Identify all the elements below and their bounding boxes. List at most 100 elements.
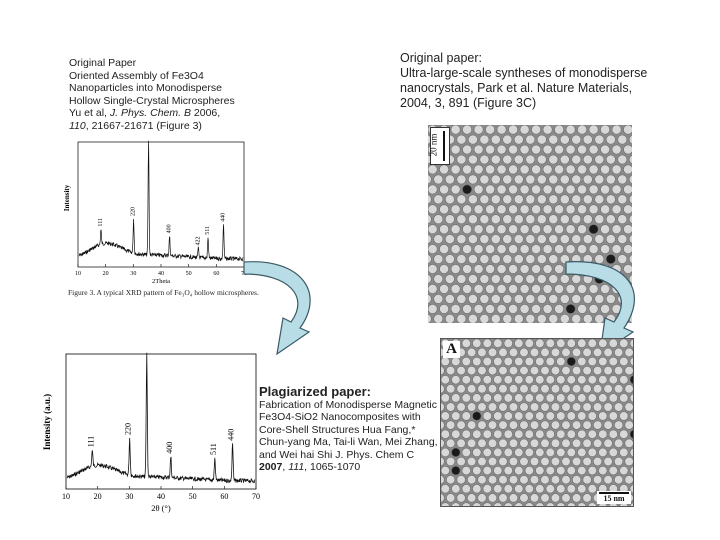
peak-label: 511 bbox=[209, 443, 218, 455]
nanoparticle bbox=[577, 339, 587, 348]
x-tick-label: 10 bbox=[62, 492, 70, 501]
nanoparticle bbox=[629, 375, 633, 385]
nanoparticle bbox=[593, 402, 603, 412]
nanoparticle bbox=[493, 339, 503, 348]
nanoparticle bbox=[571, 174, 582, 185]
nanoparticle bbox=[428, 234, 432, 244]
nanoparticle bbox=[473, 164, 484, 175]
nanoparticle bbox=[545, 393, 555, 403]
nanoparticle bbox=[451, 411, 461, 421]
nanoparticle bbox=[566, 466, 576, 476]
nanoparticle bbox=[561, 438, 571, 448]
nanoparticle bbox=[490, 274, 501, 284]
nanoparticle bbox=[525, 134, 536, 145]
nanoparticle bbox=[441, 384, 445, 394]
nanoparticle bbox=[566, 339, 576, 348]
nanoparticle bbox=[603, 402, 613, 412]
nanoparticle bbox=[582, 214, 593, 225]
nanoparticle bbox=[485, 144, 495, 155]
nanoparticle bbox=[582, 438, 592, 448]
nanoparticle bbox=[514, 356, 524, 367]
nanoparticle bbox=[565, 184, 576, 195]
nanoparticle bbox=[519, 402, 529, 412]
nanoparticle bbox=[531, 283, 541, 294]
nanoparticle bbox=[514, 411, 524, 421]
nanoparticle bbox=[514, 466, 524, 476]
nanoparticle bbox=[548, 234, 559, 244]
nanoparticle bbox=[571, 134, 582, 145]
nanoparticle bbox=[572, 456, 582, 467]
nanoparticle bbox=[571, 293, 582, 304]
nanoparticle bbox=[529, 347, 540, 357]
nanoparticle bbox=[461, 375, 471, 385]
nanoparticle bbox=[531, 264, 541, 274]
nanoparticle bbox=[468, 293, 478, 304]
nanoparticle bbox=[428, 294, 432, 304]
nanoparticle bbox=[617, 214, 628, 225]
nanoparticle bbox=[513, 234, 524, 244]
nanoparticle bbox=[468, 154, 478, 165]
nanoparticle bbox=[587, 466, 597, 476]
nanoparticle bbox=[519, 347, 529, 357]
nanoparticle bbox=[577, 244, 587, 254]
nanoparticle bbox=[456, 313, 467, 323]
nanoparticle bbox=[513, 313, 524, 323]
nanoparticle bbox=[600, 283, 610, 294]
nanoparticle bbox=[545, 466, 555, 476]
nanoparticle bbox=[582, 234, 593, 244]
nanoparticle bbox=[545, 356, 555, 367]
nanoparticle bbox=[482, 339, 492, 348]
nanoparticle bbox=[502, 194, 513, 205]
nanoparticle bbox=[508, 244, 518, 254]
nanoparticle bbox=[482, 484, 492, 494]
nanoparticle bbox=[536, 174, 547, 185]
nanoparticle bbox=[490, 194, 501, 205]
nanoparticle bbox=[561, 365, 571, 376]
nanoparticle bbox=[587, 339, 597, 348]
nanoparticle bbox=[444, 194, 455, 205]
nanoparticle bbox=[587, 356, 597, 367]
nanoparticle bbox=[498, 347, 508, 357]
nanoparticle bbox=[603, 384, 613, 394]
nanoparticle bbox=[554, 204, 565, 215]
nanoparticle bbox=[624, 384, 633, 394]
nanoparticle bbox=[608, 339, 618, 348]
nanoparticle bbox=[556, 339, 566, 348]
nanoparticle bbox=[445, 313, 455, 323]
nanoparticle bbox=[519, 244, 530, 254]
nanoparticle bbox=[444, 293, 455, 304]
nanoparticle bbox=[608, 447, 618, 457]
nanoparticle bbox=[441, 366, 445, 376]
nanoparticle bbox=[594, 154, 605, 165]
nanoparticle bbox=[536, 234, 547, 244]
nanoparticle bbox=[608, 429, 618, 439]
nanoparticle bbox=[519, 303, 530, 314]
nanoparticle bbox=[536, 194, 547, 205]
nanoparticle bbox=[588, 184, 599, 195]
nanoparticle bbox=[446, 365, 456, 376]
nanoparticle bbox=[561, 456, 571, 467]
nanoparticle bbox=[561, 402, 571, 412]
nanoparticle bbox=[519, 365, 529, 376]
nanoparticle bbox=[617, 234, 628, 244]
nanoparticle bbox=[473, 264, 484, 274]
nanoparticle bbox=[508, 125, 518, 135]
nanoparticle bbox=[519, 456, 529, 467]
nanoparticle bbox=[441, 447, 450, 457]
nanoparticle bbox=[485, 303, 495, 314]
nanoparticle bbox=[514, 447, 524, 457]
nanoparticle bbox=[629, 411, 633, 421]
nanoparticle bbox=[487, 420, 498, 430]
nanoparticle bbox=[519, 283, 530, 294]
nanoparticle bbox=[566, 502, 576, 506]
nanoparticle bbox=[496, 264, 507, 274]
nanoparticle bbox=[428, 174, 432, 185]
nanoparticle bbox=[542, 125, 553, 135]
nanoparticle bbox=[513, 254, 524, 264]
nanoparticle bbox=[554, 244, 565, 254]
nanoparticle bbox=[559, 214, 570, 225]
nanoparticle bbox=[503, 447, 513, 457]
nanoparticle bbox=[529, 475, 540, 485]
nanoparticle bbox=[582, 456, 592, 467]
nanoparticle bbox=[628, 194, 632, 204]
